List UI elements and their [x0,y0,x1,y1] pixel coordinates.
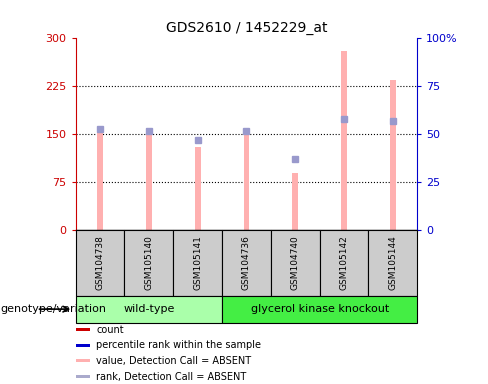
Text: GSM105141: GSM105141 [193,236,202,290]
Bar [76,328,90,331]
Bar [271,230,320,296]
Bar [222,230,271,296]
Bar [292,173,298,230]
Bar [124,230,173,296]
Text: genotype/variation: genotype/variation [0,304,106,314]
Text: GSM105140: GSM105140 [144,236,153,290]
Bar [76,375,90,378]
Text: GSM104738: GSM104738 [96,236,104,290]
Bar [222,296,417,323]
Text: GSM104740: GSM104740 [291,236,300,290]
Bar [368,230,417,296]
Bar [341,51,347,230]
Bar [76,344,90,347]
Text: glycerol kinase knockout: glycerol kinase knockout [250,304,389,314]
Bar [76,359,90,362]
Bar [76,230,124,296]
Text: GSM104736: GSM104736 [242,236,251,290]
Text: wild-type: wild-type [123,304,175,314]
Text: GSM105144: GSM105144 [388,236,397,290]
Bar [390,80,396,230]
Text: GSM105142: GSM105142 [340,236,348,290]
Text: rank, Detection Call = ABSENT: rank, Detection Call = ABSENT [96,372,246,382]
Bar [173,230,222,296]
Bar [76,296,222,323]
Bar [320,230,368,296]
Bar [97,128,103,230]
Bar [195,147,201,230]
Bar [244,131,249,230]
Text: percentile rank within the sample: percentile rank within the sample [96,340,261,350]
Title: GDS2610 / 1452229_at: GDS2610 / 1452229_at [166,21,327,35]
Text: value, Detection Call = ABSENT: value, Detection Call = ABSENT [96,356,251,366]
Bar [146,128,152,230]
Text: count: count [96,325,124,335]
